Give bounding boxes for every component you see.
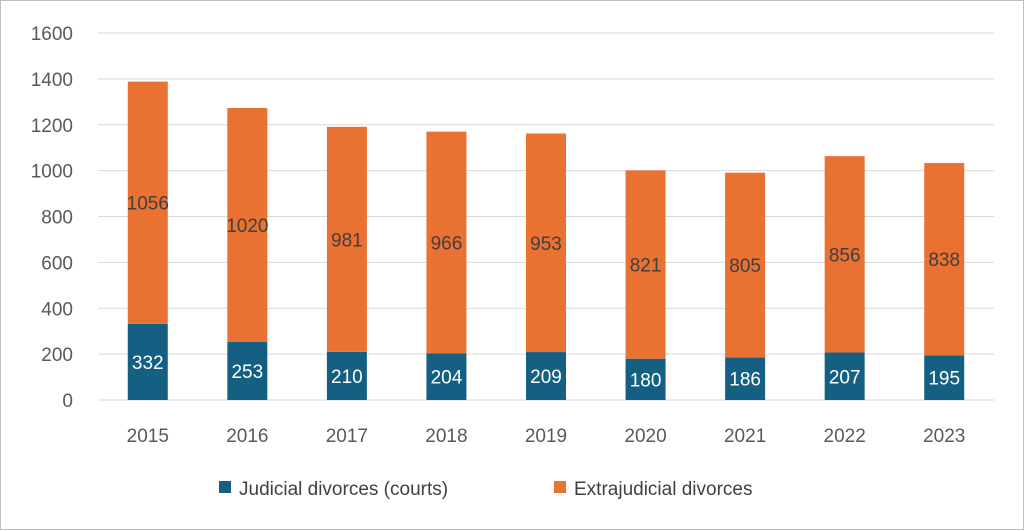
y-tick-label: 1400 [31, 70, 73, 91]
data-labels: 332 1056 253 1020 210 981 204 966 209 953 180 821 18… [127, 194, 960, 392]
data-label: 209 [530, 367, 562, 388]
data-label: 186 [729, 370, 761, 391]
data-label: 805 [729, 256, 761, 277]
bar-segment-extrajudicial [924, 163, 965, 356]
bar-segment-extrajudicial [625, 170, 666, 359]
data-label: 953 [530, 234, 562, 255]
y-tick-label: 0 [62, 391, 73, 412]
data-label: 207 [829, 367, 861, 388]
bar-segment-judicial [426, 353, 467, 400]
legend-swatch-extrajudicial [554, 481, 566, 493]
data-label: 332 [132, 353, 164, 374]
bar-segment-judicial [625, 358, 666, 400]
bar-segment-extrajudicial [426, 131, 467, 354]
bars [127, 81, 965, 400]
data-label: 204 [431, 368, 463, 389]
legend-swatch-judicial [219, 481, 231, 493]
bar-segment-extrajudicial [326, 126, 367, 352]
x-tick-label: 2015 [127, 426, 169, 447]
bar-segment-judicial [227, 341, 268, 400]
x-tick-label: 2017 [326, 426, 368, 447]
bar-segment-extrajudicial [227, 108, 268, 342]
bar-segment-extrajudicial [127, 81, 168, 324]
bar-segment-judicial [924, 355, 965, 400]
bar-segment-judicial [326, 351, 367, 400]
data-label: 180 [630, 370, 662, 391]
data-label: 1056 [127, 194, 169, 215]
data-label: 253 [231, 362, 263, 383]
y-tick-label: 1200 [31, 116, 73, 137]
y-tick-label: 600 [41, 253, 73, 274]
bar-segment-extrajudicial [824, 156, 865, 353]
y-tick-label: 1000 [31, 162, 73, 183]
y-tick-label: 200 [41, 345, 73, 366]
data-label: 966 [431, 233, 463, 254]
bar-segment-extrajudicial [526, 133, 566, 353]
legend-label: Extrajudicial divorces [574, 479, 752, 500]
y-axis-ticks: 0 200 400 600 800 1000 1200 1400 1600 [31, 24, 73, 412]
x-tick-label: 2021 [724, 426, 766, 447]
data-label: 195 [928, 369, 960, 390]
bar-segment-judicial [824, 352, 865, 400]
data-label: 838 [928, 250, 960, 271]
x-tick-label: 2020 [624, 426, 666, 447]
data-label: 1020 [226, 216, 268, 237]
y-tick-label: 400 [41, 299, 73, 320]
data-label: 856 [829, 245, 861, 266]
data-label: 210 [331, 367, 363, 388]
x-tick-label: 2023 [923, 426, 965, 447]
data-label: 821 [630, 256, 662, 277]
bar-segment-judicial [725, 357, 766, 400]
data-label: 981 [331, 230, 363, 251]
legend-label: Judicial divorces (courts) [239, 479, 448, 500]
bar-segment-judicial [526, 352, 566, 400]
y-tick-label: 1600 [31, 24, 73, 45]
x-tick-label: 2019 [525, 426, 567, 447]
bar-segment-extrajudicial [725, 172, 766, 358]
legend: Judicial divorces (courts) Extrajudicial … [219, 479, 752, 500]
bar-segment-judicial [127, 323, 168, 400]
x-tick-label: 2016 [226, 426, 268, 447]
x-tick-label: 2022 [824, 426, 866, 447]
x-tick-label: 2018 [425, 426, 467, 447]
y-tick-label: 800 [41, 208, 73, 229]
x-axis-ticks: 2015 2016 2017 2018 2019 2020 2021 2022 2023 [127, 426, 966, 447]
